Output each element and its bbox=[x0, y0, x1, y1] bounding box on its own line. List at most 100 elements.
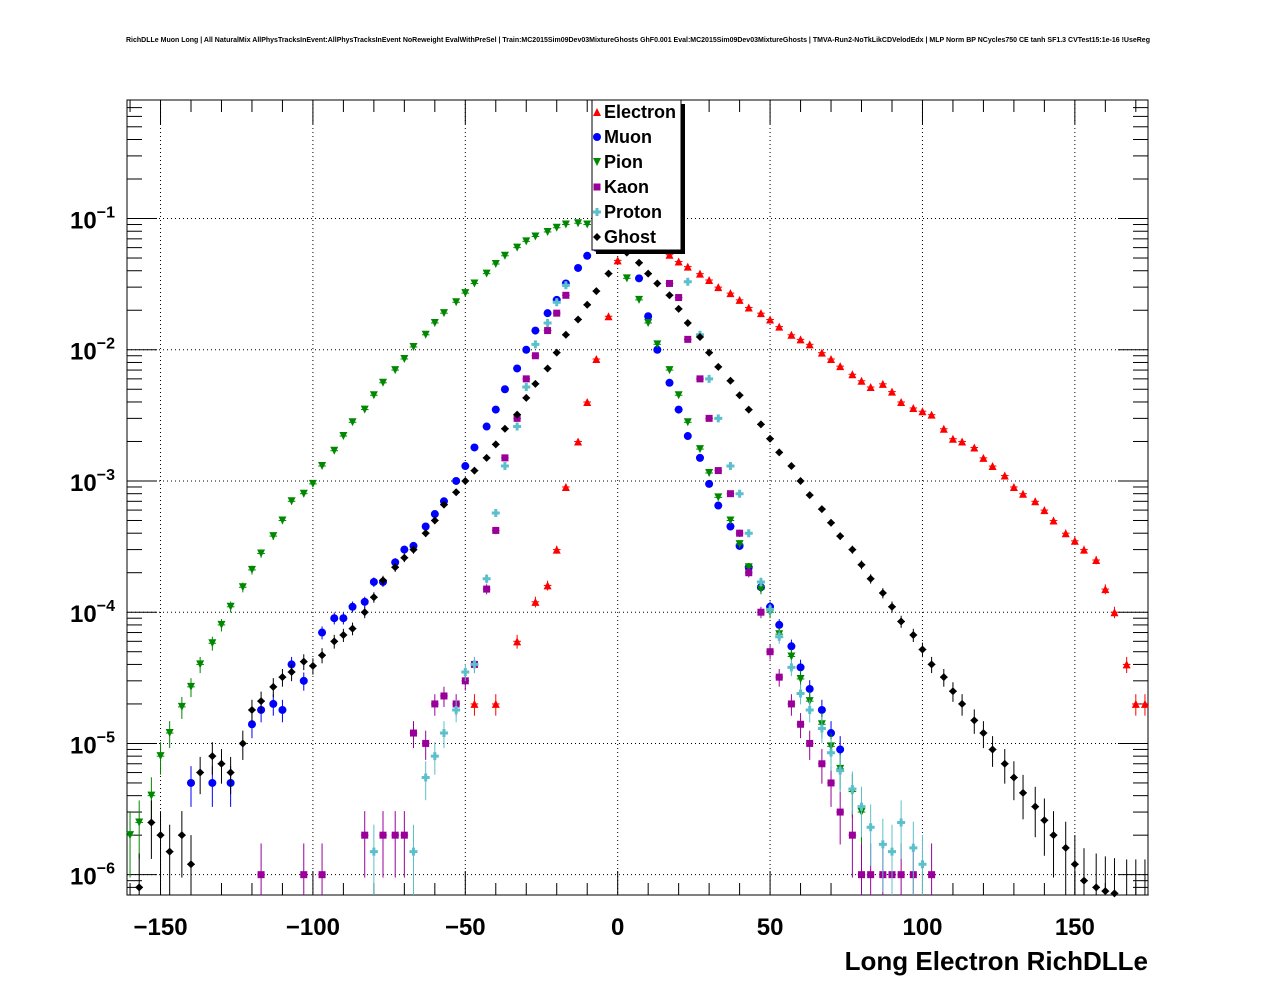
data-point bbox=[756, 420, 765, 429]
data-point bbox=[318, 651, 327, 660]
data-point bbox=[705, 414, 713, 422]
data-point bbox=[561, 281, 570, 290]
data-point bbox=[361, 831, 369, 839]
data-point bbox=[817, 724, 826, 733]
data-point bbox=[665, 250, 674, 259]
data-point bbox=[726, 516, 735, 525]
data-point bbox=[391, 831, 399, 839]
data-point bbox=[561, 330, 570, 339]
data-point bbox=[574, 263, 583, 272]
data-point bbox=[330, 446, 339, 455]
data-point bbox=[501, 454, 509, 462]
data-point bbox=[735, 391, 744, 400]
data-point bbox=[796, 674, 805, 683]
data-point bbox=[827, 518, 836, 527]
y-tick-label: 10−6 bbox=[70, 861, 115, 891]
data-point bbox=[878, 589, 887, 598]
data-point bbox=[714, 501, 723, 510]
data-point bbox=[683, 418, 692, 427]
data-point bbox=[970, 443, 979, 452]
data-point bbox=[156, 831, 165, 840]
data-point bbox=[583, 251, 592, 260]
data-point bbox=[531, 326, 540, 335]
data-point bbox=[574, 315, 583, 324]
data-point bbox=[135, 883, 144, 892]
data-point bbox=[339, 432, 348, 441]
data-point bbox=[735, 540, 744, 549]
legend-label-ghost: Ghost bbox=[604, 227, 656, 247]
data-point bbox=[836, 532, 845, 541]
data-point bbox=[666, 279, 674, 287]
data-point bbox=[735, 295, 744, 304]
data-point bbox=[696, 375, 704, 383]
data-point bbox=[177, 831, 186, 840]
data-point bbox=[379, 831, 387, 839]
data-point bbox=[897, 617, 906, 626]
data-point bbox=[1040, 506, 1049, 515]
data-point bbox=[513, 422, 522, 431]
series-pion bbox=[126, 219, 866, 878]
data-point bbox=[513, 364, 522, 373]
data-point bbox=[287, 497, 296, 506]
data-point bbox=[165, 729, 174, 738]
data-point bbox=[796, 335, 805, 344]
data-point bbox=[1000, 759, 1009, 768]
data-point bbox=[948, 687, 957, 696]
data-point bbox=[775, 620, 784, 629]
data-point bbox=[592, 287, 601, 296]
data-point bbox=[848, 831, 856, 839]
data-point bbox=[1049, 831, 1058, 840]
data-point bbox=[391, 558, 400, 567]
data-point bbox=[470, 443, 479, 452]
data-point bbox=[988, 462, 997, 471]
data-point bbox=[543, 227, 552, 236]
chart-title: RichDLLe Muon Long | All NaturalMix AllP… bbox=[126, 37, 1150, 44]
data-point bbox=[226, 602, 235, 611]
data-point bbox=[126, 831, 135, 840]
data-point bbox=[592, 355, 601, 364]
data-point bbox=[887, 602, 896, 611]
data-point bbox=[330, 614, 339, 623]
data-point bbox=[714, 362, 723, 371]
data-point bbox=[300, 871, 308, 879]
data-point bbox=[766, 605, 775, 614]
data-point bbox=[287, 668, 296, 677]
data-point bbox=[1122, 660, 1131, 669]
data-point bbox=[817, 705, 826, 714]
data-point bbox=[897, 397, 906, 406]
data-point bbox=[775, 673, 783, 681]
data-point bbox=[836, 808, 844, 816]
data-point bbox=[866, 383, 875, 392]
data-point bbox=[400, 831, 408, 839]
data-point bbox=[644, 312, 653, 321]
data-point bbox=[561, 220, 570, 229]
x-tick-label: −150 bbox=[133, 914, 187, 941]
data-point bbox=[583, 300, 592, 309]
data-point bbox=[787, 462, 796, 471]
data-point bbox=[805, 340, 814, 349]
data-point bbox=[552, 298, 561, 307]
data-point bbox=[836, 745, 845, 754]
data-point bbox=[1110, 889, 1119, 898]
data-point bbox=[257, 549, 266, 558]
data-point bbox=[452, 705, 461, 714]
data-point bbox=[695, 333, 704, 342]
data-point bbox=[421, 522, 430, 531]
data-point bbox=[196, 660, 205, 669]
data-point bbox=[440, 692, 448, 700]
data-point bbox=[177, 702, 186, 711]
data-point bbox=[552, 223, 561, 232]
data-point bbox=[805, 705, 814, 714]
data-point bbox=[430, 516, 439, 525]
data-point bbox=[878, 379, 887, 388]
legend-label-muon: Muon bbox=[604, 127, 652, 147]
data-point bbox=[796, 476, 805, 485]
data-point bbox=[988, 745, 997, 754]
data-point bbox=[665, 366, 674, 375]
x-tick-label: −50 bbox=[445, 914, 486, 941]
legend-marker-pion bbox=[593, 158, 601, 166]
data-point bbox=[635, 295, 644, 304]
data-point bbox=[543, 581, 552, 590]
data-point bbox=[1070, 536, 1079, 545]
data-point bbox=[531, 379, 540, 388]
